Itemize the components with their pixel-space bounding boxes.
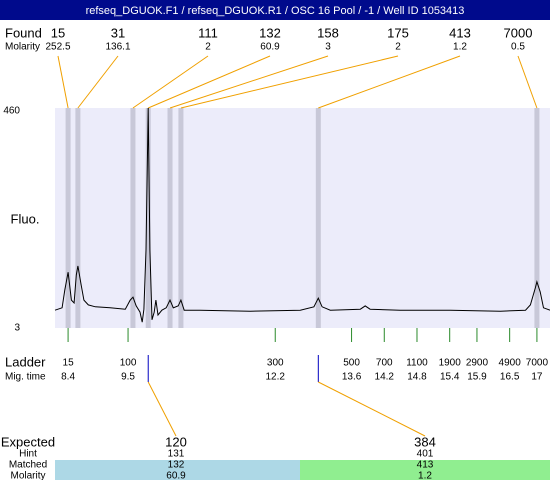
peak-band bbox=[75, 108, 81, 328]
found-molarity: 60.9 bbox=[260, 42, 280, 53]
peak-band bbox=[315, 108, 321, 328]
ladder-time: 12.2 bbox=[266, 372, 286, 383]
ladder-size: 1900 bbox=[439, 358, 462, 369]
ladder-size: 7000 bbox=[526, 358, 549, 369]
expected-molarity: 1.2 bbox=[418, 471, 432, 480]
ladder-size: 2900 bbox=[466, 358, 489, 369]
ladder-time: 15.4 bbox=[440, 372, 460, 383]
expected-connector bbox=[318, 381, 426, 437]
found-label: Found bbox=[5, 25, 42, 40]
ladder-time: 14.2 bbox=[375, 372, 395, 383]
y-tick-label: 3 bbox=[14, 323, 20, 334]
expected-label: Expected bbox=[1, 434, 55, 449]
found-size: 413 bbox=[449, 25, 471, 40]
peak-band bbox=[534, 108, 540, 328]
found-connector bbox=[180, 55, 399, 109]
found-molarity: 252.5 bbox=[45, 42, 70, 53]
found-size: 132 bbox=[259, 25, 281, 40]
ladder-size: 1100 bbox=[406, 358, 428, 369]
found-molarity: 3 bbox=[325, 42, 331, 53]
peak-band bbox=[167, 108, 173, 328]
found-size: 31 bbox=[111, 25, 125, 40]
peak-band bbox=[178, 108, 184, 328]
ladder-time: 13.6 bbox=[342, 372, 362, 383]
found-size: 15 bbox=[51, 25, 65, 40]
found-size: 111 bbox=[198, 25, 218, 40]
expected-matched: 132 bbox=[168, 460, 185, 471]
peak-band bbox=[145, 108, 151, 328]
expected-matched: 413 bbox=[417, 460, 434, 471]
found-molarity: 136.1 bbox=[105, 42, 130, 53]
ladder-label: Ladder bbox=[5, 354, 46, 369]
found-connector bbox=[57, 55, 69, 109]
expected-hint: 131 bbox=[168, 449, 185, 460]
ladder-size: 4900 bbox=[499, 358, 522, 369]
found-connector bbox=[132, 55, 209, 109]
ladder-time: 14.8 bbox=[407, 372, 427, 383]
found-molarity: 0.5 bbox=[511, 42, 525, 53]
found-size: 7000 bbox=[504, 25, 533, 40]
plot-area bbox=[55, 108, 550, 328]
ladder-size: 300 bbox=[267, 358, 284, 369]
found-connector bbox=[169, 55, 329, 109]
title: refseq_DGUOK.F1 / refseq_DGUOK.R1 / OSC … bbox=[86, 5, 465, 17]
migtime-label: Mig. time bbox=[5, 372, 46, 383]
peak-band bbox=[130, 108, 136, 328]
expected-band-1 bbox=[55, 460, 300, 480]
ladder-size: 700 bbox=[376, 358, 393, 369]
ladder-size: 15 bbox=[63, 358, 75, 369]
ladder-time: 15.9 bbox=[467, 372, 487, 383]
found-connector bbox=[148, 55, 271, 109]
expected-molarity: 60.9 bbox=[166, 471, 186, 480]
found-connector bbox=[318, 55, 461, 109]
expected-size: 120 bbox=[165, 434, 187, 449]
ladder-time: 16.5 bbox=[500, 372, 520, 383]
found-size: 158 bbox=[317, 25, 339, 40]
found-size: 175 bbox=[387, 25, 409, 40]
found-molarity: 2 bbox=[395, 42, 401, 53]
y-tick-label: 460 bbox=[3, 106, 20, 117]
found-connector bbox=[77, 55, 119, 109]
ladder-time: 17 bbox=[531, 372, 543, 383]
ladder-size: 100 bbox=[120, 358, 137, 369]
ladder-size: 500 bbox=[343, 358, 360, 369]
peak-band bbox=[65, 108, 71, 328]
found-molarity: 1.2 bbox=[453, 42, 467, 53]
found-connector bbox=[517, 55, 538, 109]
found-molarity: 2 bbox=[205, 42, 211, 53]
trace bbox=[54, 107, 550, 323]
expected-band-2 bbox=[300, 460, 550, 480]
ladder-time: 8.4 bbox=[61, 372, 75, 383]
hint-label: Hint bbox=[19, 449, 37, 460]
molarity-label-bottom: Molarity bbox=[10, 471, 45, 480]
y-axis-label: Fluo. bbox=[11, 211, 40, 226]
expected-connector bbox=[147, 381, 177, 437]
matched-label: Matched bbox=[9, 460, 47, 471]
expected-size: 384 bbox=[414, 434, 436, 449]
molarity-label: Molarity bbox=[5, 42, 40, 53]
expected-hint: 401 bbox=[417, 449, 434, 460]
title-bar bbox=[0, 0, 550, 20]
ladder-time: 9.5 bbox=[121, 372, 135, 383]
